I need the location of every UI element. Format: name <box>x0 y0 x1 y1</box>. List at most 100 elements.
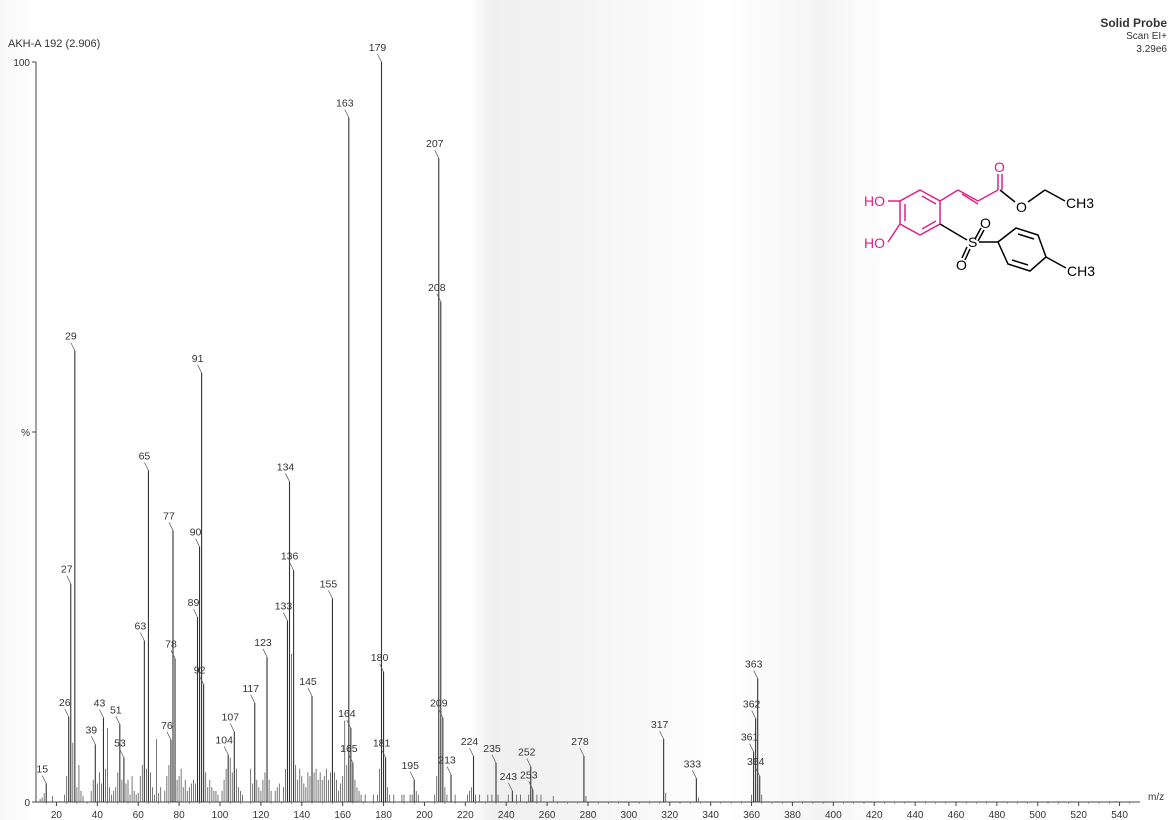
x-tick-label: 500 <box>1029 810 1046 820</box>
peak-label: 92 <box>194 664 206 676</box>
peak-label: 104 <box>215 735 233 747</box>
peak-leader <box>119 749 125 758</box>
peak-label: 195 <box>401 760 419 772</box>
x-tick-label: 60 <box>133 810 145 820</box>
peak-leader <box>229 723 235 732</box>
sulfonyl-o-top-label: O <box>980 215 991 231</box>
peak-label: 53 <box>114 738 126 750</box>
peak-label: 134 <box>277 462 295 474</box>
peak-label: 362 <box>743 698 761 710</box>
y-tick-label: 100 <box>13 58 30 69</box>
x-tick-label: 20 <box>51 810 63 820</box>
x-tick-label: 520 <box>1070 810 1087 820</box>
y-tick-label: 0 <box>24 798 30 809</box>
peak-leader <box>409 771 415 780</box>
peak-leader <box>70 342 76 351</box>
peak-leader <box>579 747 585 757</box>
x-tick-label: 400 <box>825 810 842 820</box>
scan-mode-label: Scan EI+ <box>1126 31 1167 42</box>
peak-label: 363 <box>745 658 763 670</box>
peak-leader <box>144 462 149 471</box>
peak-leader <box>289 562 294 571</box>
peak-leader <box>344 109 350 118</box>
peak-label: 361 <box>741 732 759 744</box>
peak-leader <box>381 749 386 758</box>
peak-label: 278 <box>571 736 589 748</box>
peak-leader <box>434 150 440 159</box>
peak-leader <box>193 608 198 618</box>
x-tick-label: 240 <box>498 810 515 820</box>
peak-label: 26 <box>59 697 71 709</box>
x-tick-label: 280 <box>580 810 597 820</box>
peak-leader <box>168 522 174 531</box>
structure-labels: HO HO O O CH3 S O O CH3 <box>864 159 1095 279</box>
peak-leader <box>199 676 204 685</box>
peak-leader <box>140 632 145 641</box>
peak-leader <box>285 473 290 482</box>
peak-label: 224 <box>461 736 479 748</box>
peak-label: 252 <box>518 746 536 758</box>
peak-leader <box>223 746 229 755</box>
x-tick-label: 220 <box>457 810 474 820</box>
peak-label: 91 <box>192 353 204 365</box>
peak-leader <box>90 736 96 745</box>
peak-leader <box>659 730 664 740</box>
peak-label: 123 <box>254 637 272 649</box>
peak-label: 333 <box>684 758 702 770</box>
peak-label: 243 <box>500 771 518 783</box>
peak-leader <box>64 708 70 718</box>
peak-leader <box>751 710 756 719</box>
peak-leader <box>508 782 513 792</box>
peak-label: 155 <box>320 579 338 591</box>
peak-leader <box>328 590 333 599</box>
peak-label: 65 <box>139 450 151 462</box>
peak-leader <box>749 743 754 752</box>
peak-leader <box>307 688 313 697</box>
chart-axes: 20 40 60 80 100 120 140 160 180 200 220 240 260 280 30… <box>13 58 1164 820</box>
peak-leader <box>99 709 104 718</box>
ethyl-ch3-label: CH3 <box>1066 195 1094 211</box>
x-tick-label: 260 <box>539 810 556 820</box>
peak-leader <box>469 747 474 757</box>
peak-label: 29 <box>65 331 77 343</box>
peak-label: 209 <box>430 698 448 710</box>
peak-label: 145 <box>299 676 317 688</box>
peak-label: 51 <box>110 704 122 716</box>
peak-leader <box>755 767 761 777</box>
peak-leader <box>528 781 534 790</box>
peak-label: 208 <box>428 282 446 294</box>
sulfonyl-tolyl <box>939 223 1067 272</box>
ester-o-label: O <box>1016 199 1027 215</box>
sulfur-label: S <box>968 234 977 250</box>
peak-label: 90 <box>190 527 202 539</box>
x-tick-label: 120 <box>253 810 270 820</box>
peak-leader <box>195 538 200 547</box>
x-axis-label: m/z <box>1148 792 1164 803</box>
peak-label: 63 <box>135 621 147 633</box>
y-tick-label: % <box>21 428 30 439</box>
peak-leader <box>166 731 172 740</box>
peak-label: 181 <box>373 738 391 750</box>
x-tick-label: 140 <box>293 810 310 820</box>
peak-label: 76 <box>161 720 173 732</box>
peak-leader <box>283 612 288 621</box>
peak-leader <box>379 663 384 672</box>
peak-leader <box>446 766 452 775</box>
peak-leader <box>526 758 532 767</box>
peak-leader <box>491 754 497 763</box>
labeled-peaks <box>45 62 761 802</box>
peak-leader <box>377 53 382 63</box>
peak-label: 78 <box>165 638 177 650</box>
peak-label: 317 <box>651 719 669 731</box>
acrylate-chain <box>939 174 1003 205</box>
sample-id-label: AKH-A 192 (2.906) <box>8 38 101 50</box>
peak-label: 39 <box>85 724 97 736</box>
peak-label: 27 <box>61 564 73 576</box>
carbonyl-o-label: O <box>994 159 1005 175</box>
chemical-structure: HO HO O O CH3 S O O CH3 <box>864 159 1095 279</box>
peak-label: 117 <box>242 683 259 695</box>
peak-label: 107 <box>222 712 240 724</box>
peak-label: 213 <box>438 755 456 767</box>
